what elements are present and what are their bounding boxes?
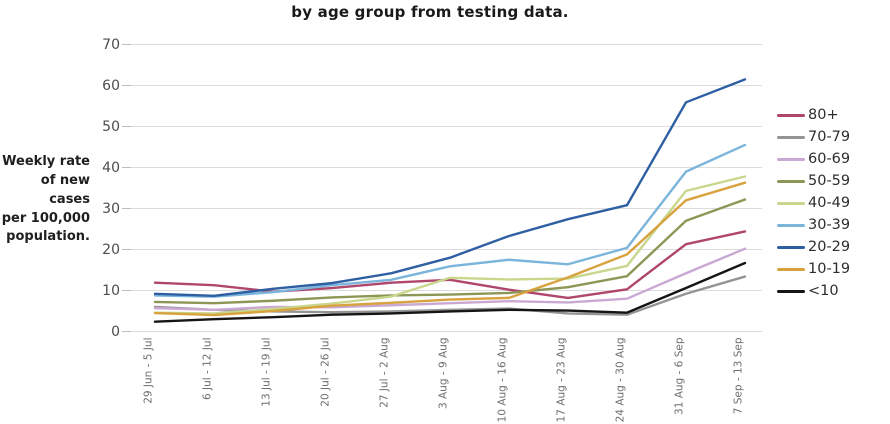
series-line-30-39 (153, 143, 747, 298)
x-axis-tick-label: 29 Jun - 5 Jul (142, 337, 155, 404)
legend-item-80+: 80+ (777, 104, 850, 126)
legend-swatch (777, 113, 805, 117)
legend-swatch (777, 157, 805, 161)
legend-swatch (777, 223, 805, 227)
y-axis-tick-label: 60 (102, 77, 120, 94)
legend-swatch (777, 267, 805, 271)
y-axis-tick-label: 50 (102, 118, 120, 135)
y-axis-title-line: of new cases (40, 172, 90, 207)
series-line-60-69 (153, 247, 747, 311)
y-axis-title-line: population. (6, 229, 90, 245)
x-axis-tick-label: 13 Jul - 19 Jul (260, 337, 273, 407)
y-axis-title-line: Weekly rate (2, 154, 90, 169)
series-line-40-49 (153, 175, 747, 315)
y-axis-tick-label: 0 (111, 323, 120, 340)
chart-title: by age group from testing data. (291, 3, 569, 21)
legend-item-20-29: 20-29 (777, 236, 850, 258)
legend-label: 80+ (808, 106, 839, 123)
legend-swatch (777, 245, 805, 249)
y-axis-tick-label: 10 (102, 282, 120, 299)
legend-label: 10-19 (808, 260, 851, 277)
legend-item-10-19: 10-19 (777, 258, 850, 280)
legend-label: 60-69 (808, 150, 851, 167)
legend-label: 50-59 (808, 172, 851, 189)
x-axis-tick-label: 27 Jul - 2 Aug (378, 337, 391, 408)
legend-item-<10: <10 (777, 280, 850, 302)
legend-label: 20-29 (808, 238, 851, 255)
legend-item-40-49: 40-49 (777, 192, 850, 214)
legend-label: <10 (808, 282, 839, 299)
y-axis-tick-label: 40 (102, 159, 120, 176)
legend-label: 30-39 (808, 216, 851, 233)
legend-item-30-39: 30-39 (777, 214, 850, 236)
y-axis-title-line: per 100,000 (1, 210, 90, 226)
series-line-80+ (153, 230, 747, 300)
series-line-50-59 (153, 198, 747, 305)
x-axis-tick-label: 24 Aug - 30 Aug (614, 337, 627, 423)
legend-swatch (777, 135, 805, 139)
legend-label: 40-49 (808, 194, 851, 211)
legend-swatch (777, 201, 805, 205)
x-axis-tick-label: 31 Aug - 6 Sep (673, 337, 686, 415)
y-axis-tick-label: 70 (102, 36, 120, 53)
y-axis-title: Weekly rate of new cases per 100,000 pop… (0, 153, 90, 247)
series-line-10-19 (153, 181, 747, 317)
x-axis-tick-label: 3 Aug - 9 Aug (437, 337, 450, 410)
y-axis-tick-label: 20 (102, 241, 120, 258)
series-line-<10 (153, 261, 747, 323)
x-axis-tick-label: 6 Jul - 12 Jul (201, 337, 214, 401)
legend-swatch (777, 179, 805, 183)
x-axis-tick-label: 7 Sep - 13 Sep (732, 337, 745, 415)
series-line-20-29 (153, 78, 747, 298)
x-axis-tick-label: 20 Jul - 26 Jul (319, 337, 332, 407)
legend-label: 70-79 (808, 128, 851, 145)
legend-item-60-69: 60-69 (777, 148, 850, 170)
legend-swatch (777, 289, 805, 293)
x-axis-tick-label: 10 Aug - 16 Aug (496, 337, 509, 423)
chart-legend: 80+ 70-79 60-69 50-59 40-49 30-39 20-29 10-19 <1… (777, 104, 850, 302)
y-axis-tick-label: 30 (102, 200, 120, 217)
legend-item-50-59: 50-59 (777, 170, 850, 192)
legend-item-70-79: 70-79 (777, 126, 850, 148)
x-axis-tick-label: 17 Aug - 23 Aug (555, 337, 568, 423)
